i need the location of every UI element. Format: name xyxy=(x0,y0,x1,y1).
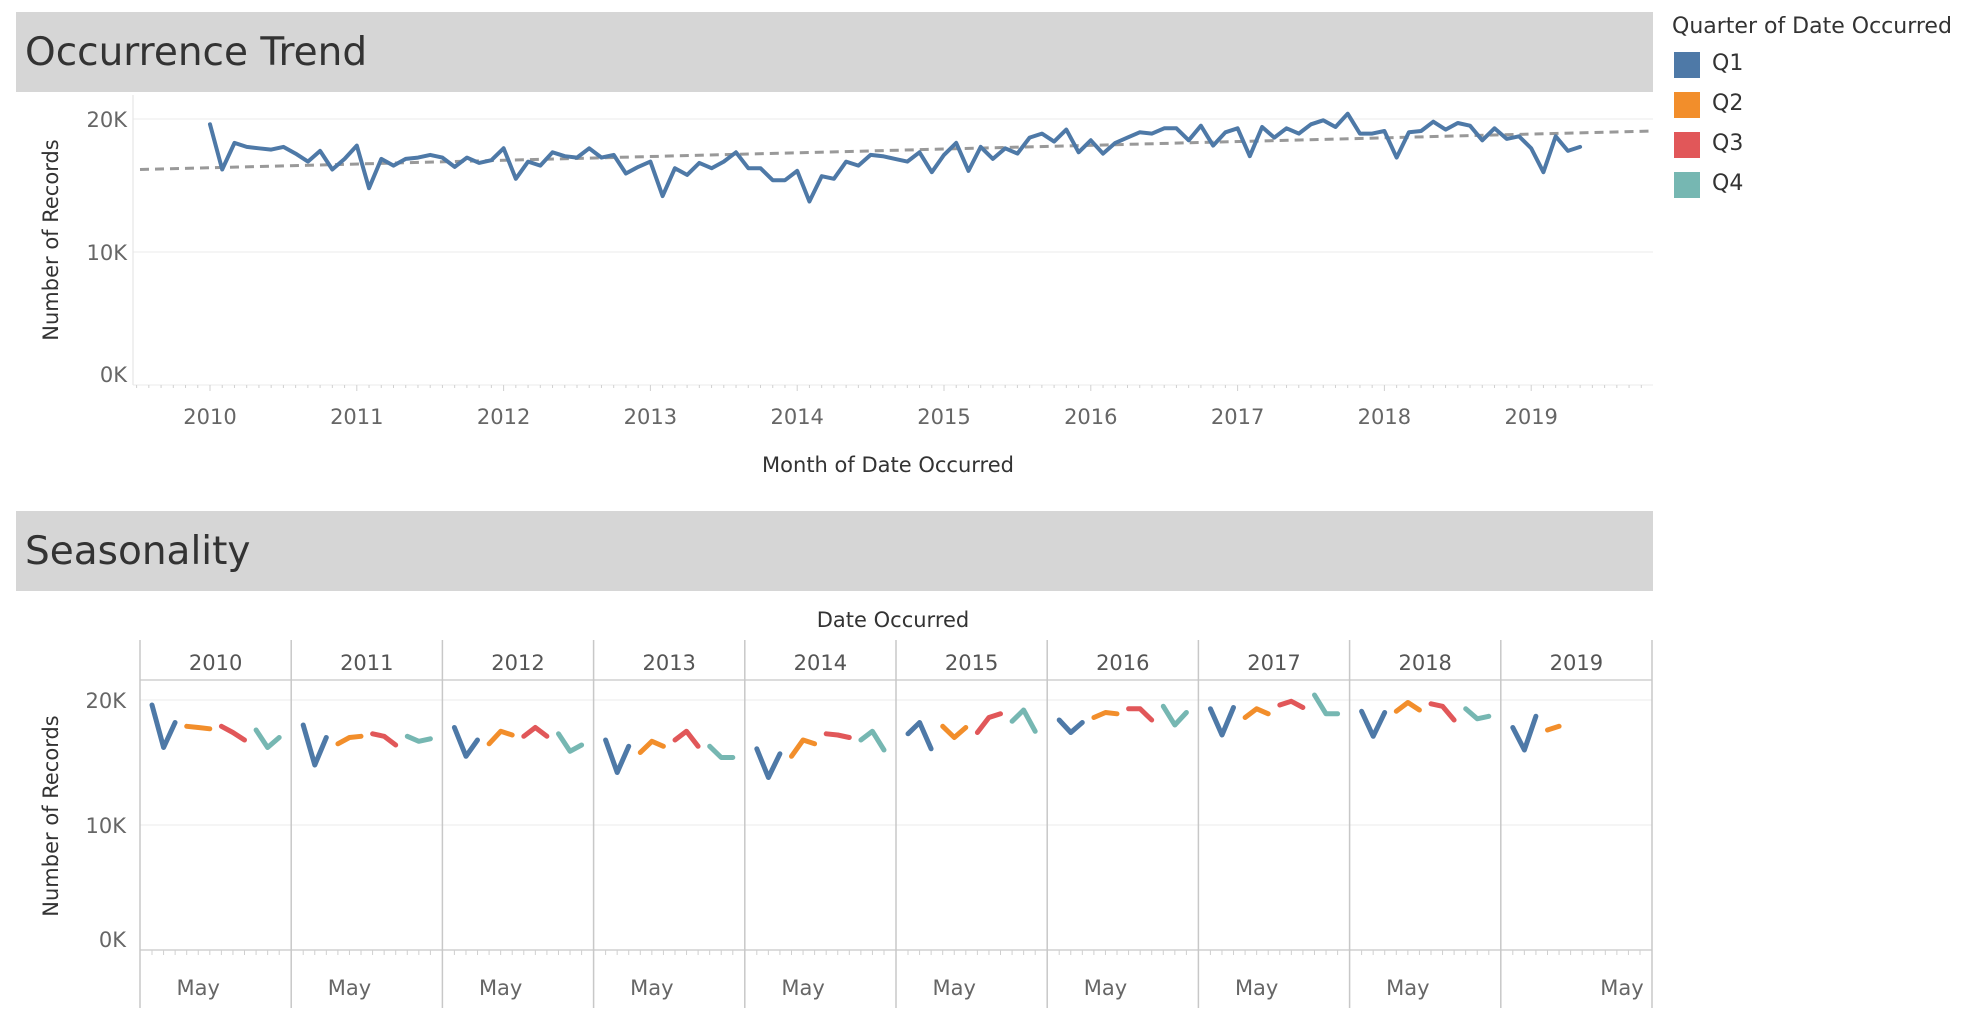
season-line-q4 xyxy=(1160,703,1189,728)
legend-swatch xyxy=(1674,132,1700,158)
season-line-q4 xyxy=(556,731,585,754)
season-line-q4 xyxy=(707,743,736,760)
may-label: May xyxy=(479,976,522,1000)
y-tick-label: 10K xyxy=(87,241,129,265)
season-line-q3 xyxy=(218,723,247,743)
season-line-q1 xyxy=(1207,705,1236,738)
season-line-q1 xyxy=(451,725,480,759)
x-axis-title: Month of Date Occurred xyxy=(762,453,1014,477)
seasonality-header: Seasonality xyxy=(16,511,1653,591)
x-tick-label: 2015 xyxy=(917,405,970,429)
y-axis-title: Number of Records xyxy=(39,715,63,916)
season-line-q3 xyxy=(1126,706,1155,723)
may-label: May xyxy=(1386,976,1429,1000)
may-label: May xyxy=(177,976,220,1000)
season-line-q2 xyxy=(789,737,818,759)
x-tick-label: 2014 xyxy=(770,405,823,429)
y-tick-label: 10K xyxy=(86,814,128,838)
legend-item-q4[interactable]: Q4 xyxy=(1672,159,1962,199)
y-tick-label: 0K xyxy=(99,928,127,952)
season-line-q2 xyxy=(940,723,969,740)
season-line-q4 xyxy=(1312,692,1341,717)
legend-swatch xyxy=(1674,172,1700,198)
panel-year-label: 2019 xyxy=(1550,651,1603,675)
panel-year-label: 2015 xyxy=(945,651,998,675)
legend-label: Q4 xyxy=(1712,171,1744,196)
legend-label: Q3 xyxy=(1712,131,1744,156)
x-tick-label: 2018 xyxy=(1358,405,1411,429)
x-tick-label: 2010 xyxy=(183,405,236,429)
season-line-q3 xyxy=(1428,701,1457,723)
panel-year-label: 2016 xyxy=(1096,651,1149,675)
season-line-q2 xyxy=(1091,710,1120,720)
x-tick-label: 2012 xyxy=(477,405,530,429)
season-line-q2 xyxy=(335,733,364,747)
season-line-q3 xyxy=(1277,698,1306,710)
panel-year-label: 2012 xyxy=(491,651,544,675)
panel-year-label: 2014 xyxy=(794,651,847,675)
seasonality-axis-title: Date Occurred xyxy=(817,608,970,632)
x-tick-label: 2016 xyxy=(1064,405,1117,429)
season-line-q1 xyxy=(300,722,329,768)
season-line-q4 xyxy=(858,728,887,753)
legend-label: Q1 xyxy=(1712,51,1744,76)
may-label: May xyxy=(328,976,371,1000)
season-line-q1 xyxy=(1056,717,1085,735)
season-line-q2 xyxy=(184,723,213,732)
seasonality-title: Seasonality xyxy=(25,529,251,574)
x-tick-label: 2019 xyxy=(1504,405,1557,429)
x-tick-label: 2011 xyxy=(330,405,383,429)
season-line-q3 xyxy=(521,725,550,739)
series-line-records xyxy=(208,111,1583,204)
panel-year-label: 2010 xyxy=(189,651,242,675)
season-line-q4 xyxy=(253,727,282,750)
may-label: May xyxy=(1235,976,1278,1000)
season-line-q1 xyxy=(1510,713,1539,753)
y-tick-label: 20K xyxy=(87,108,129,132)
may-label: May xyxy=(1600,976,1643,1000)
season-line-q3 xyxy=(672,728,701,749)
season-line-q1 xyxy=(1359,708,1388,739)
x-tick-label: 2017 xyxy=(1211,405,1264,429)
season-line-q2 xyxy=(637,738,666,755)
trend-header: Occurrence Trend xyxy=(16,12,1653,92)
y-axis-title: Number of Records xyxy=(39,139,63,340)
season-line-q4 xyxy=(404,733,433,744)
may-label: May xyxy=(1084,976,1127,1000)
season-line-q1 xyxy=(905,720,934,752)
y-tick-label: 0K xyxy=(100,363,128,387)
legend-item-q2[interactable]: Q2 xyxy=(1672,79,1962,119)
legend-label: Q2 xyxy=(1712,91,1744,116)
trend-line xyxy=(139,129,1654,172)
may-label: May xyxy=(781,976,824,1000)
legend-swatch xyxy=(1674,52,1700,78)
quarter-legend: Quarter of Date Occurred Q1 Q2 Q3 Q4 xyxy=(1672,14,1962,199)
trend-title: Occurrence Trend xyxy=(25,30,368,75)
legend-item-q3[interactable]: Q3 xyxy=(1672,119,1962,159)
x-tick-label: 2013 xyxy=(624,405,677,429)
legend-title: Quarter of Date Occurred xyxy=(1672,14,1952,39)
y-tick-label: 20K xyxy=(86,689,128,713)
season-line-q1 xyxy=(603,737,632,775)
season-line-q4 xyxy=(1463,706,1492,722)
season-line-q3 xyxy=(370,731,399,748)
panel-year-label: 2013 xyxy=(642,651,695,675)
season-line-q2 xyxy=(1242,706,1271,720)
season-line-q2 xyxy=(486,728,515,747)
season-line-q4 xyxy=(1009,707,1038,734)
season-line-q1 xyxy=(754,746,783,780)
legend-item-q1[interactable]: Q1 xyxy=(1672,39,1962,79)
panel-year-label: 2011 xyxy=(340,651,393,675)
season-line-q3 xyxy=(974,711,1003,735)
season-line-q2 xyxy=(1393,700,1422,714)
may-label: May xyxy=(933,976,976,1000)
panel-year-label: 2017 xyxy=(1247,651,1300,675)
occurrence-trend-chart: 0K 10K 20K 2010 2011 2012 2013 2014 2015 2016 2017… xyxy=(39,95,1654,477)
panel-year-label: 2018 xyxy=(1398,651,1451,675)
may-label: May xyxy=(630,976,673,1000)
season-line-q2 xyxy=(1545,723,1562,733)
season-line-q3 xyxy=(823,731,852,740)
season-line-q1 xyxy=(149,702,178,750)
legend-swatch xyxy=(1674,92,1700,118)
